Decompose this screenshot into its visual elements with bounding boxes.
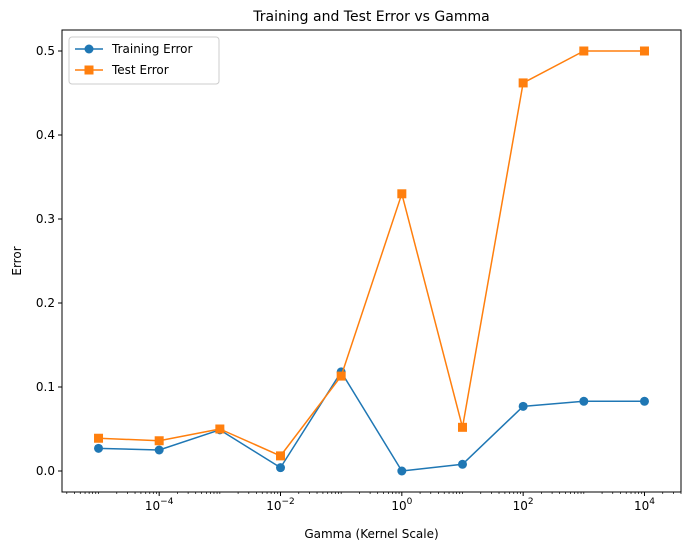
data-point [639, 46, 649, 56]
x-axis: 10−4 10−2 100 102 104 [66, 492, 682, 513]
data-point [94, 433, 104, 443]
x-axis-title: Gamma (Kernel Scale) [304, 527, 438, 541]
legend-marker [84, 65, 94, 75]
plot-area [94, 46, 649, 476]
data-point [276, 463, 286, 473]
data-point [457, 459, 467, 469]
data-point [397, 466, 407, 476]
y-axis-title: Error [10, 246, 24, 275]
y-tick-label: 0.3 [36, 212, 55, 226]
y-tick-label: 0.5 [36, 44, 55, 58]
data-point [154, 436, 164, 446]
x-tick-label: 10−4 [145, 497, 174, 513]
data-point [94, 443, 104, 453]
y-tick-label: 0.1 [36, 380, 55, 394]
data-point [518, 78, 528, 88]
plot-frame [61, 29, 682, 493]
series-line-0 [98, 371, 645, 472]
legend-label: Test Error [111, 63, 169, 77]
series-line-1 [98, 50, 645, 457]
x-tick-label: 10−2 [266, 497, 295, 513]
data-point [276, 451, 286, 461]
y-axis: 0.0 0.1 0.2 0.3 0.4 0.5 [36, 44, 62, 478]
data-point [154, 445, 164, 455]
data-point [579, 46, 589, 56]
x-tick-label: 102 [513, 497, 534, 513]
legend: Training Error Test Error [68, 36, 220, 85]
data-point [457, 422, 467, 432]
y-tick-label: 0.4 [36, 128, 55, 142]
data-point [639, 396, 649, 406]
data-point [397, 189, 407, 199]
data-point [336, 371, 346, 381]
data-point [579, 396, 589, 406]
data-point [215, 424, 225, 434]
y-tick-label: 0.0 [36, 464, 55, 478]
x-tick-label: 104 [634, 497, 655, 513]
x-tick-label: 100 [391, 497, 412, 513]
legend-label: Training Error [111, 42, 192, 56]
data-point [518, 401, 528, 411]
legend-box [68, 36, 220, 85]
legend-marker [84, 44, 94, 54]
chart-title: Training and Test Error vs Gamma [252, 9, 489, 25]
y-tick-label: 0.2 [36, 296, 55, 310]
